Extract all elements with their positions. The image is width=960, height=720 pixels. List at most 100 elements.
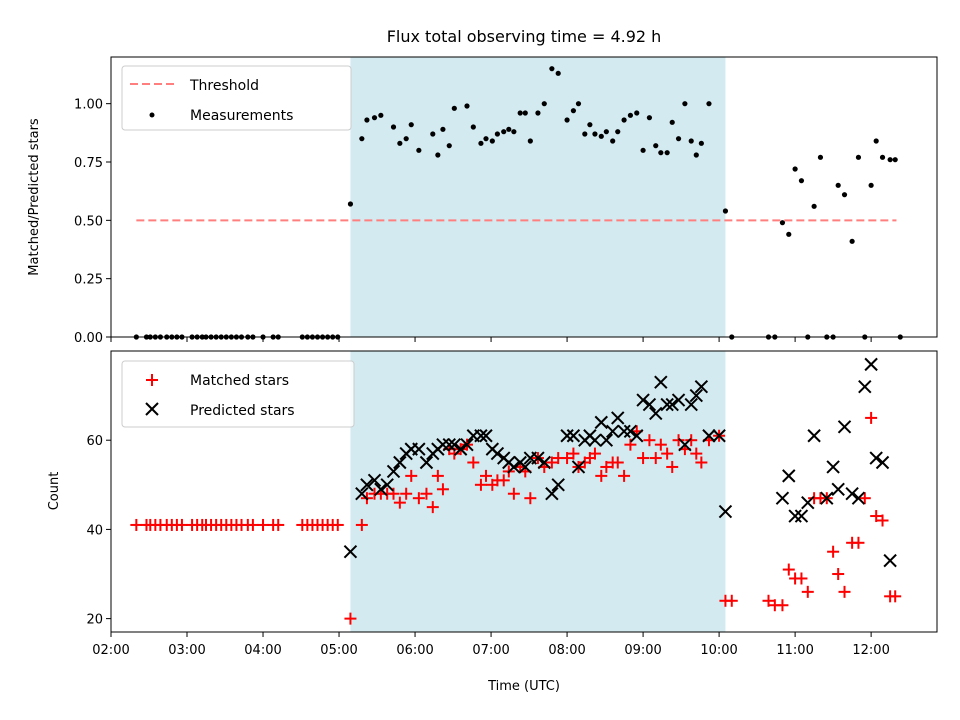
measurement-point <box>682 101 688 107</box>
measurement-point <box>535 110 541 116</box>
measurement-point <box>478 140 484 146</box>
predicted-point <box>551 478 565 492</box>
measurement-point <box>570 108 577 114</box>
matched-point <box>776 599 789 612</box>
predicted-point <box>826 460 840 474</box>
matched-point <box>782 563 795 576</box>
predicted-point <box>875 455 890 470</box>
measurement-point <box>664 150 670 156</box>
measurement-point <box>564 117 570 123</box>
predicted-point <box>560 429 574 443</box>
predicted-point <box>883 553 897 568</box>
predicted-point <box>665 397 679 412</box>
measurement-point <box>451 105 457 111</box>
legend-predicted-swatch <box>145 402 159 416</box>
matched-point <box>858 492 871 505</box>
x-tick-label: 10:00 <box>700 643 737 658</box>
matched-point <box>637 452 650 465</box>
ratio-legend: Threshold Measurements <box>121 65 352 131</box>
matched-point <box>865 411 878 424</box>
predicted-point <box>831 482 845 496</box>
counts-observing-span <box>350 351 726 632</box>
matched-point <box>426 501 439 514</box>
measurement-point <box>494 131 500 137</box>
matched-point <box>827 545 840 558</box>
predicted-point <box>702 429 716 443</box>
matched-point <box>400 487 413 500</box>
matched-point <box>852 536 865 549</box>
predicted-point <box>689 388 704 403</box>
measurement-point <box>464 103 470 109</box>
predicted-point <box>479 429 493 443</box>
ratio-x-ticks <box>110 337 872 342</box>
predicted-point <box>599 433 614 447</box>
measurement-point <box>634 110 640 116</box>
matched-point <box>561 452 574 465</box>
ratio-panel: 0.00 0.25 0.50 0.75 1.00 Matched/Predicted s… <box>27 56 938 346</box>
predicted-point <box>636 393 650 407</box>
matched-point <box>876 514 889 527</box>
measurement-point <box>517 110 523 116</box>
y-tick-label: 0.75 <box>74 156 103 171</box>
predicted-point <box>594 415 608 430</box>
y-tick-label: 20 <box>86 613 103 628</box>
predicted-point <box>531 451 545 465</box>
matched-point <box>618 469 631 482</box>
x-tick-label: 02:00 <box>92 643 129 658</box>
x-tick-label: 07:00 <box>472 643 509 658</box>
matched-point <box>832 568 845 581</box>
chart-title: Flux total observing time = 4.92 h <box>387 27 662 46</box>
matched-point <box>661 447 674 460</box>
x-tick-label: 06:00 <box>396 643 433 658</box>
predicted-point <box>782 469 796 483</box>
matched-point <box>246 518 259 531</box>
measurement-point <box>798 178 805 184</box>
matched-point <box>690 447 703 460</box>
predicted-point <box>684 397 698 412</box>
predicted-point <box>518 460 532 474</box>
legend-predicted-label: Predicted stars <box>190 403 295 419</box>
predicted-point <box>453 442 468 456</box>
matched-point <box>654 438 667 451</box>
y-tick-label: 60 <box>86 434 103 449</box>
x-tick-label: 03:00 <box>168 643 205 658</box>
matched-point <box>762 594 775 607</box>
legend-measurements-label: Measurements <box>190 108 293 124</box>
measurement-point <box>610 138 616 144</box>
counts-y-axis-label: Count <box>47 472 62 511</box>
predicted-point <box>447 437 462 452</box>
predicted-point <box>869 451 883 465</box>
measurement-point <box>779 220 786 226</box>
matched-point <box>331 518 344 531</box>
y-tick-label: 0.50 <box>74 214 103 229</box>
measurement-point <box>416 147 422 153</box>
measurement-point <box>575 101 582 107</box>
measurement-point <box>675 136 682 142</box>
predicted-point <box>360 478 374 492</box>
measurement-point <box>397 140 403 146</box>
measurement-point <box>855 154 862 160</box>
predicted-point <box>507 460 521 474</box>
measurement-point <box>489 138 495 144</box>
counts-legend: Matched stars Predicted stars <box>121 360 355 428</box>
measurement-point <box>483 136 489 142</box>
matched-point <box>474 478 487 491</box>
counts-plot-frame <box>110 350 938 633</box>
measurement-point <box>669 119 675 125</box>
measurement-point <box>522 110 528 116</box>
x-tick-label: 08:00 <box>548 643 585 658</box>
matched-point <box>393 496 406 509</box>
predicted-point <box>858 379 872 394</box>
measurement-point <box>722 208 729 214</box>
matched-point <box>130 518 143 531</box>
ratio-plot-frame <box>110 56 938 338</box>
predicted-point <box>654 375 668 389</box>
predicted-point <box>617 424 631 438</box>
matched-point <box>643 434 656 447</box>
counts-points-layer <box>130 357 902 625</box>
matched-point <box>272 518 285 531</box>
predicted-point <box>545 487 559 501</box>
measurement-point <box>698 140 704 146</box>
x-tick-label: 09:00 <box>624 643 661 658</box>
